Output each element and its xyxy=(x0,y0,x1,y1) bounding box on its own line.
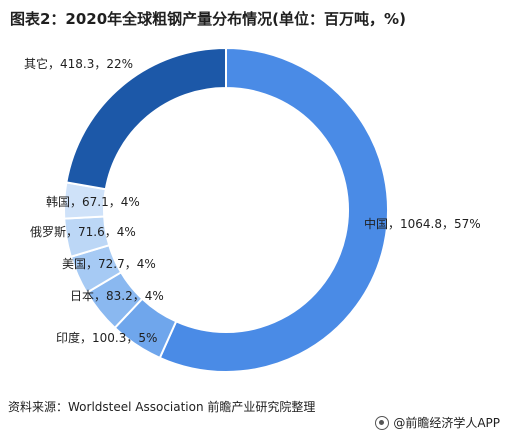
slice-6 xyxy=(65,46,227,191)
slice-label-0: 中国，1064.8，57% xyxy=(364,216,481,231)
slice-label-4: 俄罗斯，71.6，4% xyxy=(30,225,136,239)
donut-slices xyxy=(63,46,389,373)
slice-label-1: 印度，100.3，5% xyxy=(56,330,157,345)
chart-title: 图表2：2020年全球粗钢产量分布情况(单位：百万吨，%) xyxy=(10,10,406,28)
slice-label-6: 其它，418.3，22% xyxy=(24,56,133,71)
credit-text: @前瞻经济学人APP xyxy=(393,416,500,430)
slice-label-5: 韩国，67.1，4% xyxy=(46,194,140,209)
logo-icon xyxy=(375,415,390,430)
credit: @前瞻经济学人APP xyxy=(375,414,500,431)
slice-label-3: 美国，72.7，4% xyxy=(62,257,156,271)
slice-labels: 中国，1064.8，57% 印度，100.3，5% 日本，83.2，4% 美国，72.… xyxy=(24,56,481,345)
slice-label-2: 日本，83.2，4% xyxy=(70,289,164,303)
source-note: 资料来源：Worldsteel Association 前瞻产业研究院整理 xyxy=(8,400,316,414)
slice-0 xyxy=(158,46,389,373)
